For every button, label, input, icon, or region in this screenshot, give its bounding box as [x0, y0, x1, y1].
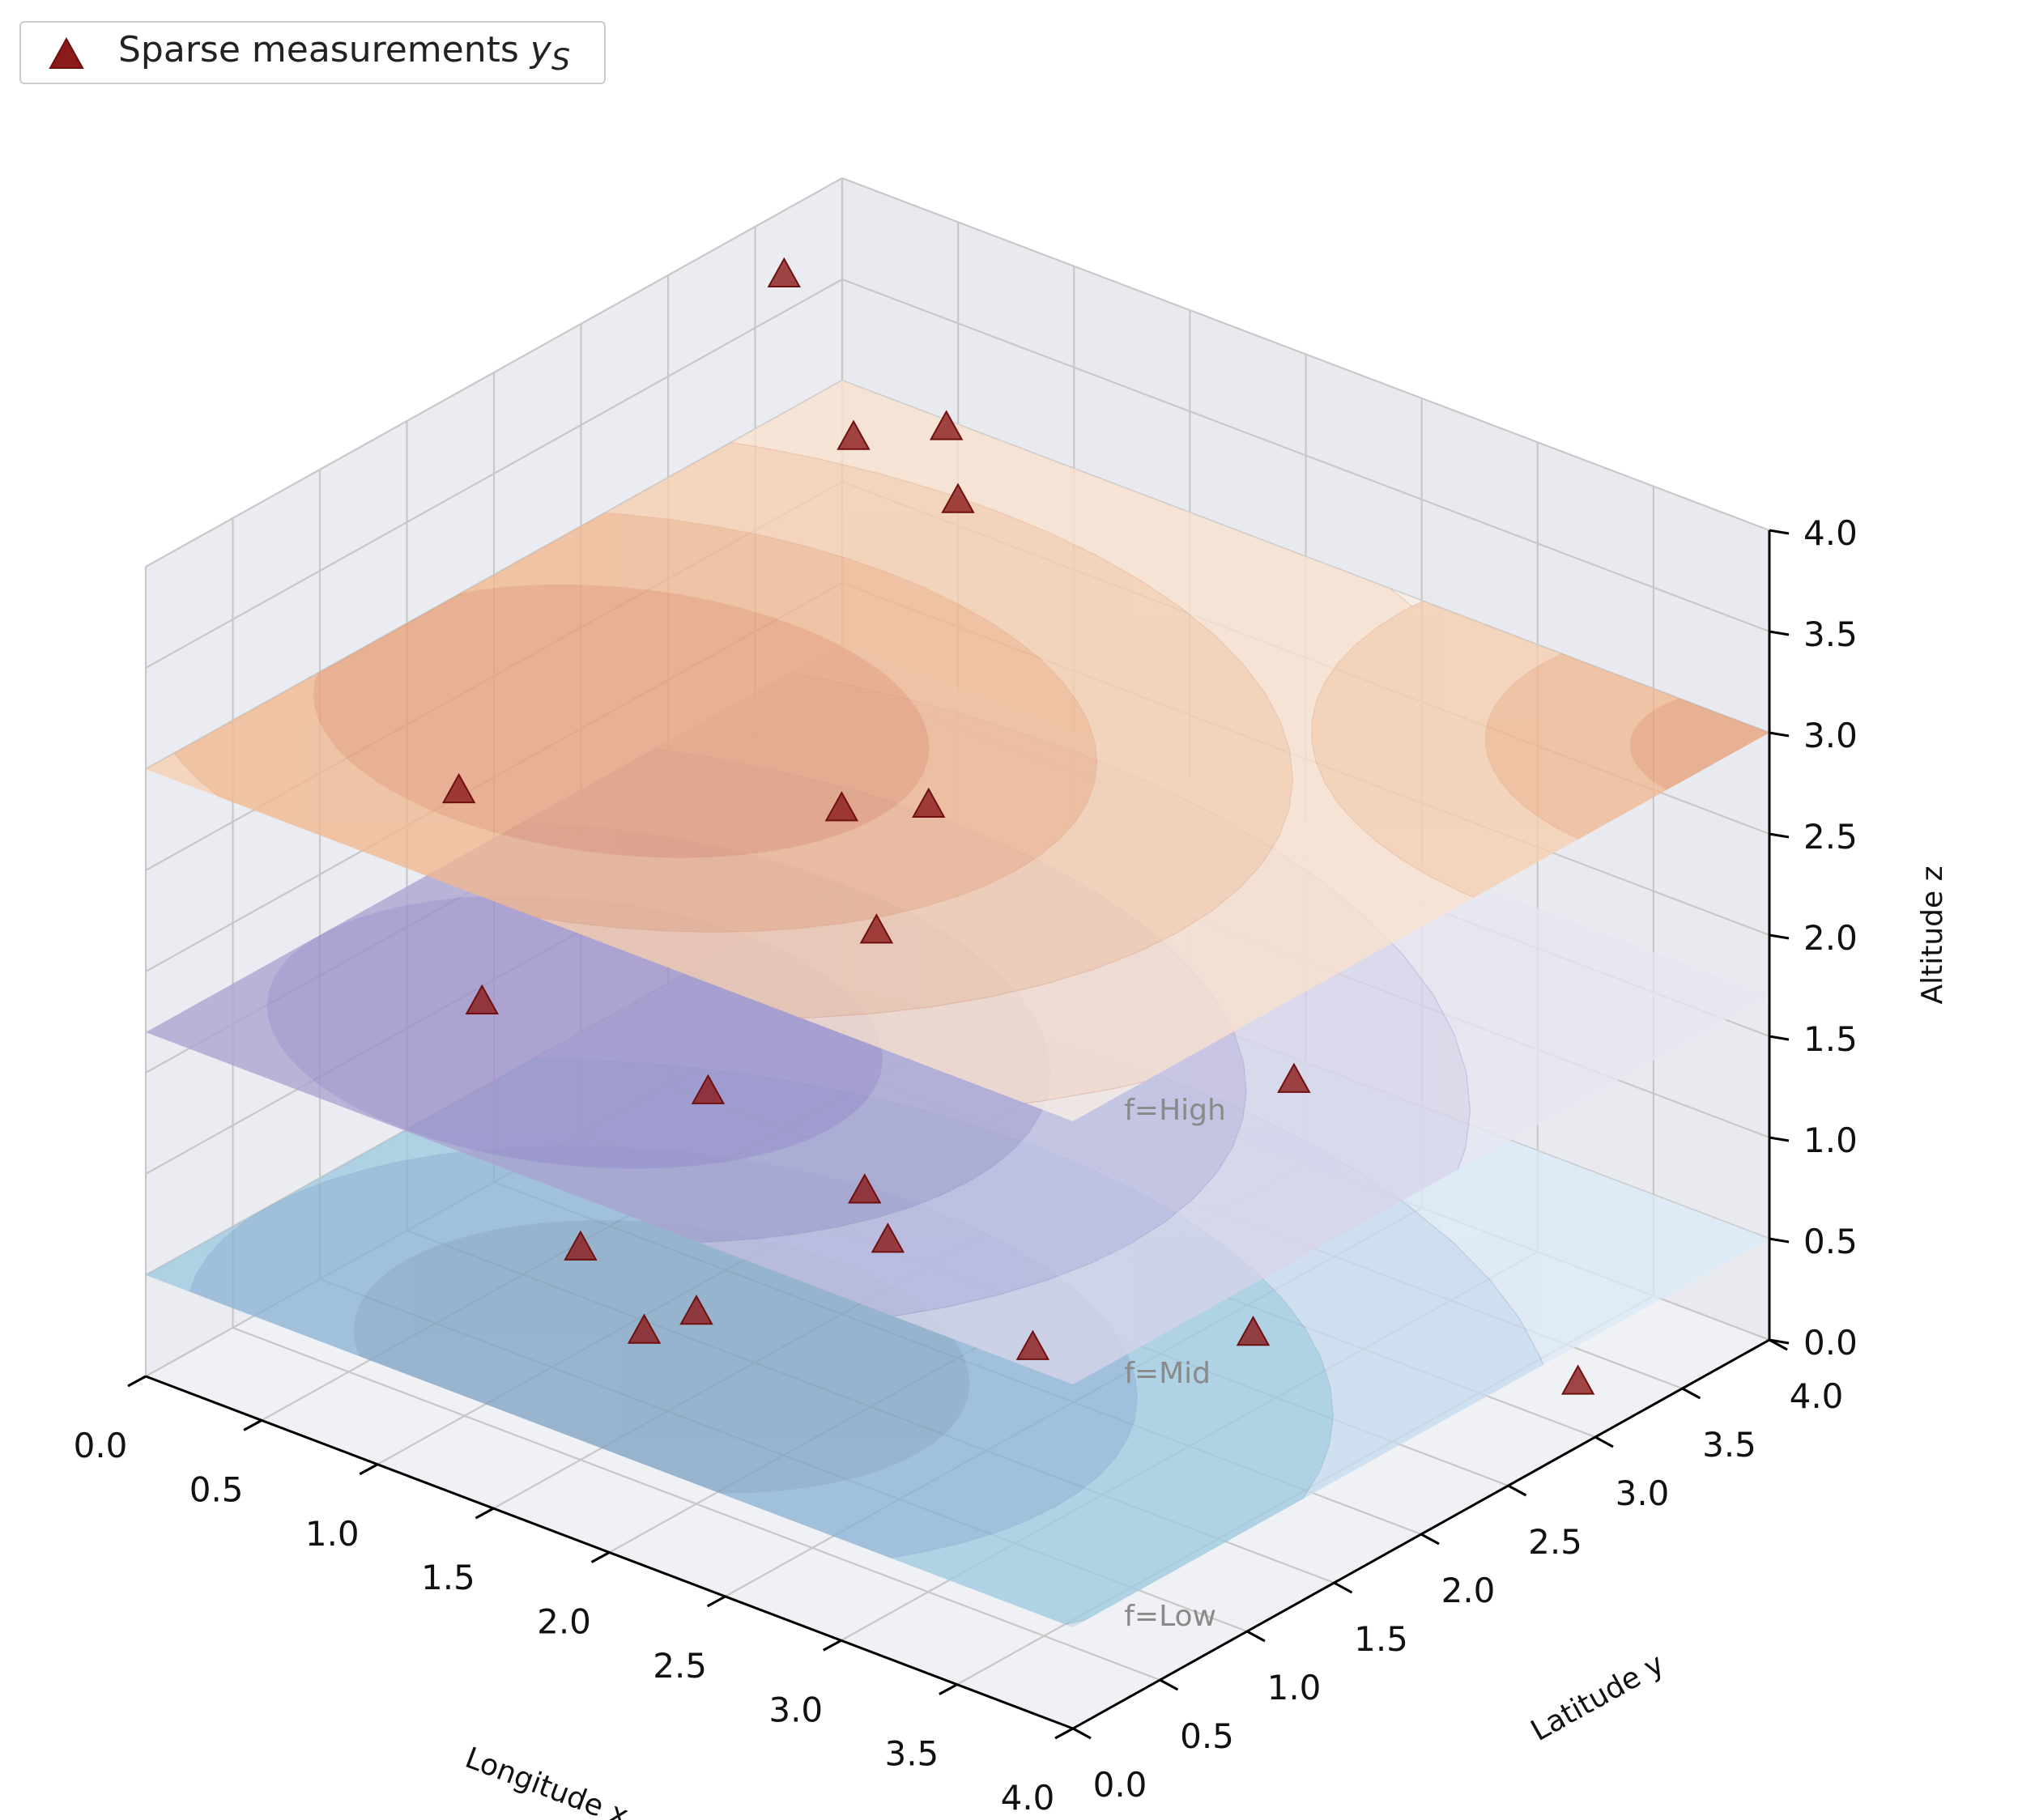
y-tick — [1681, 1387, 1701, 1400]
measurement-point — [1277, 1062, 1311, 1093]
x-tick — [243, 1419, 262, 1431]
x-tick — [590, 1551, 611, 1563]
y-tick-label: 1.0 — [1267, 1668, 1322, 1707]
z-tick-label: 1.5 — [1803, 1019, 1858, 1059]
measurement-point — [691, 1074, 726, 1104]
x-tick-label: 0.5 — [189, 1469, 244, 1509]
y-tick — [1333, 1581, 1353, 1594]
z-tick — [1769, 731, 1790, 738]
y-tick-label: 2.5 — [1528, 1522, 1582, 1562]
x-tick-label: 1.5 — [421, 1558, 475, 1597]
z-tick-label: 0.0 — [1803, 1323, 1858, 1363]
measurement-point — [1236, 1315, 1271, 1346]
x-tick — [127, 1375, 147, 1388]
z-tick — [1769, 1338, 1790, 1345]
measurement-point — [441, 772, 476, 804]
measurement-point — [767, 257, 801, 287]
measurement-point — [837, 419, 871, 450]
z-tick-label: 1.0 — [1803, 1120, 1858, 1160]
x-tick-label: 1.0 — [305, 1514, 360, 1554]
x-tick-label: 3.0 — [768, 1690, 823, 1729]
y-tick — [1159, 1678, 1179, 1691]
measurement-points — [441, 257, 1595, 1395]
y-tick — [1420, 1533, 1440, 1546]
z-tick-label: 4.0 — [1803, 513, 1858, 553]
surface-label: f=Low — [1124, 1600, 1216, 1633]
y-tick-label: 0.0 — [1093, 1765, 1147, 1805]
surface-label: f=High — [1124, 1094, 1226, 1127]
x-tick — [1054, 1727, 1074, 1740]
measurement-point — [564, 1230, 598, 1261]
measurement-point — [1560, 1364, 1595, 1395]
y-tick-label: 4.0 — [1790, 1376, 1844, 1416]
x-axis-label: Longitude x — [461, 1741, 633, 1820]
x-tick-label: 2.5 — [653, 1646, 707, 1686]
z-tick — [1769, 1035, 1790, 1041]
y-tick — [1072, 1727, 1092, 1740]
x-tick — [475, 1507, 495, 1520]
y-tick — [1507, 1484, 1527, 1497]
x-tick — [823, 1639, 842, 1652]
y-tick — [1594, 1435, 1614, 1448]
measurement-point — [465, 984, 499, 1014]
measurement-point — [871, 1223, 905, 1253]
x-tick — [359, 1463, 378, 1476]
z-tick-label: 3.5 — [1803, 614, 1858, 654]
grid-line — [841, 278, 1770, 633]
legend-triangle-marker — [49, 37, 84, 69]
measurement-point — [848, 1173, 882, 1204]
axis-ticks: 0.0 0.5 1.0 1.5 2.0 2.5 3.0 3.5 4.0 0.0 0.5 1.0 1.5 2… — [74, 513, 1858, 1818]
z-tick — [1769, 529, 1790, 535]
z-axis-label: Altitude z — [1916, 865, 1949, 1004]
measurement-point — [912, 787, 946, 818]
z-tick-label: 2.0 — [1803, 918, 1858, 958]
legend: Sparse measurements yS — [19, 21, 606, 84]
legend-label: Sparse measurements yS — [118, 29, 571, 77]
measurement-point — [679, 1294, 713, 1325]
x-tick — [939, 1683, 958, 1695]
z-tick — [1769, 1237, 1790, 1244]
measurement-point — [1015, 1329, 1050, 1360]
y-tick-label: 1.5 — [1354, 1619, 1408, 1659]
y-tick-label: 2.0 — [1441, 1571, 1496, 1610]
y-tick-label: 3.5 — [1702, 1425, 1756, 1465]
z-tick-label: 0.5 — [1803, 1222, 1858, 1261]
z-tick-label: 3.0 — [1803, 716, 1858, 755]
measurement-point — [941, 483, 975, 513]
x-tick-label: 4.0 — [1001, 1778, 1055, 1818]
x-tick — [706, 1595, 726, 1608]
y-axis-label: Latitude y — [1526, 1648, 1670, 1748]
y-tick-label: 0.5 — [1180, 1716, 1234, 1756]
grid-line — [145, 279, 843, 669]
measurement-point — [859, 913, 894, 944]
z-tick-label: 2.5 — [1803, 817, 1858, 857]
z-tick — [1769, 630, 1790, 636]
x-tick-label: 3.5 — [884, 1734, 939, 1774]
x-tick-label: 2.0 — [537, 1602, 591, 1642]
measurement-point — [929, 410, 964, 440]
x-tick-label: 0.0 — [74, 1426, 128, 1465]
y-tick-label: 3.0 — [1616, 1473, 1670, 1513]
grid-line — [841, 176, 1770, 532]
y-tick — [1246, 1630, 1266, 1643]
z-tick — [1769, 933, 1790, 940]
measurement-point — [824, 791, 859, 822]
grid-line — [145, 177, 843, 568]
measurement-point — [627, 1313, 662, 1344]
z-tick — [1769, 832, 1790, 839]
surface-label: f=Mid — [1124, 1357, 1211, 1390]
z-tick — [1769, 1136, 1790, 1142]
